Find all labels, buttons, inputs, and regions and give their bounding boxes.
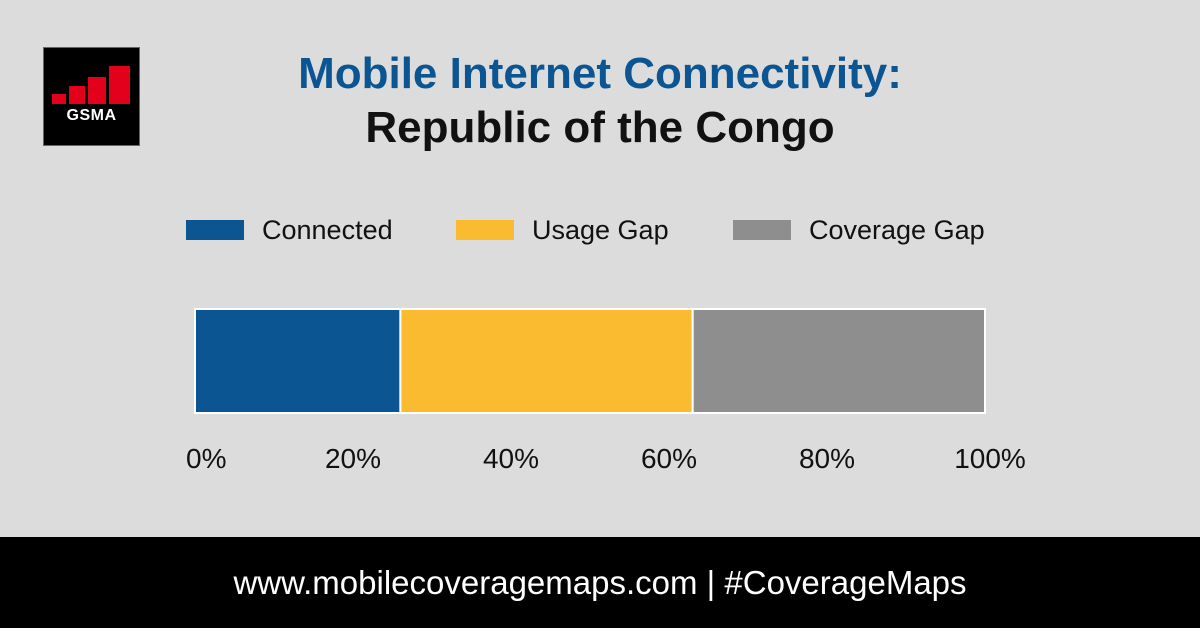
bar-segment-usage-gap — [399, 308, 694, 414]
legend-label-usage-gap: Usage Gap — [532, 214, 669, 245]
x-tick-label: 40% — [483, 443, 539, 474]
page-title: Mobile Internet Connectivity: — [298, 49, 902, 98]
bar-segment-connected — [194, 308, 402, 414]
footer-text: www.mobilecoveragemaps.com | #CoverageMa… — [233, 564, 967, 601]
legend-swatch-usage-gap — [456, 220, 514, 240]
x-tick-label: 60% — [641, 443, 697, 474]
legend-item-usage-gap: Usage Gap — [456, 213, 669, 247]
x-tick-label: 100% — [954, 443, 1026, 474]
bar-segment-coverage-gap — [691, 308, 986, 414]
footer-bar: www.mobilecoveragemaps.com | #CoverageMa… — [0, 537, 1200, 628]
legend-item-connected: Connected — [186, 213, 393, 247]
signal-bars-icon — [52, 66, 130, 104]
x-tick-label: 20% — [325, 443, 381, 474]
x-tick-label: 80% — [799, 443, 855, 474]
x-tick-label: 0% — [186, 443, 226, 474]
legend-swatch-coverage-gap — [733, 220, 791, 240]
legend-item-coverage-gap: Coverage Gap — [733, 213, 985, 247]
logo-text: GSMA — [66, 107, 117, 124]
legend-label-connected: Connected — [262, 214, 393, 245]
page-subtitle: Republic of the Congo — [365, 103, 835, 152]
legend-label-coverage-gap: Coverage Gap — [809, 214, 985, 245]
legend-swatch-connected — [186, 220, 244, 240]
gsma-logo: GSMA — [43, 47, 140, 146]
stacked-bar-chart: 0% 20% 40% 60% 80% 100% — [186, 308, 1026, 474]
